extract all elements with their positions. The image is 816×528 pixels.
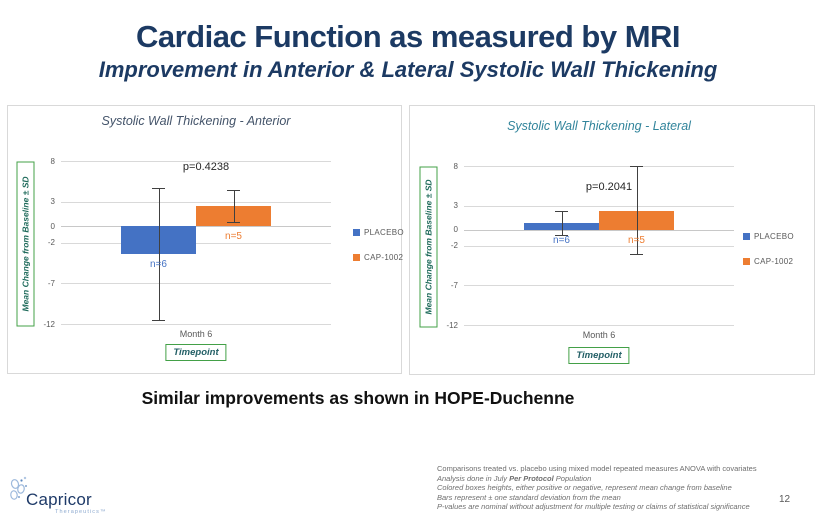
capricor-logo: Capricor Therapeutics™ [6, 476, 136, 526]
y-tick-label: -2 [47, 238, 55, 247]
gridline [464, 166, 734, 167]
y-tick-label: -2 [450, 241, 458, 250]
legend-label: CAP-1002 [754, 257, 794, 266]
y-tick-label: 8 [453, 161, 458, 171]
gridline [464, 285, 734, 287]
p-value-label: p=0.4238 [182, 161, 230, 173]
legend-swatch [743, 233, 750, 240]
chart-title: Systolic Wall Thickening - Anterior [101, 114, 291, 128]
y-tick-label: -12 [43, 319, 55, 329]
capricor-cells-icon [10, 476, 27, 500]
n-count-label: n=5 [225, 231, 242, 243]
error-bar-cap-1002 [636, 166, 638, 255]
slide-subtitle: Improvement in Anterior & Lateral Systol… [98, 57, 718, 82]
y-tick-label: 3 [453, 201, 458, 211]
logo-wordmark: Capricor [26, 490, 92, 509]
gridline [61, 201, 331, 203]
gridline [61, 242, 331, 244]
footnote-line: Bars represent ± one standard deviation … [437, 492, 621, 502]
error-bar-cap-bottom [152, 319, 165, 321]
error-bar-cap-top [227, 190, 240, 192]
n-count-label: n=5 [628, 234, 645, 246]
slide-title: Cardiac Function as measured by MRI [135, 19, 681, 54]
category-label: Month 6 [179, 329, 213, 339]
error-bar-cap-bottom [630, 254, 643, 256]
key-statement: Similar improvements as shown in HOPE-Du… [141, 388, 575, 408]
footnote-line: Colored boxes heights, either positive o… [437, 483, 732, 493]
y-tick-label: -12 [446, 320, 458, 330]
x-axis-title-box: Timepoint [568, 347, 630, 364]
legend-item-placebo: PLACEBO [353, 228, 404, 237]
gridline [61, 161, 331, 162]
legend-swatch [743, 258, 750, 265]
error-bar-placebo [561, 211, 563, 236]
y-tick-label: 3 [50, 197, 55, 207]
error-bar-cap-bottom [555, 235, 568, 237]
n-count-label: n=6 [553, 234, 570, 246]
footnote-line: P-values are nominal without adjustment … [437, 502, 750, 512]
gridline [61, 324, 331, 325]
logo-tagline: Therapeutics™ [55, 509, 107, 515]
chart-title: Systolic Wall Thickening - Lateral [507, 119, 691, 133]
category-label: Month 6 [582, 330, 616, 340]
gridline [464, 229, 734, 231]
footnote-line: Comparisons treated vs. placebo using mi… [437, 464, 757, 473]
y-tick-label: 8 [50, 156, 55, 166]
page-number: 12 [779, 494, 791, 505]
footnote-line: Analysis done in July Per Protocol Popul… [437, 473, 592, 483]
n-count-label: n=6 [150, 258, 167, 270]
y-tick-label: -7 [47, 278, 55, 288]
error-bar-cap-bottom [227, 222, 240, 224]
legend-item-placebo: PLACEBO [743, 232, 794, 241]
legend-swatch [353, 254, 360, 261]
gridline [464, 325, 734, 326]
y-tick-label: 0 [50, 221, 55, 231]
legend-swatch [353, 229, 360, 236]
legend-item-cap-1002: CAP-1002 [743, 257, 793, 266]
gridline [464, 245, 734, 247]
gridline [464, 205, 734, 207]
legend-item-cap-1002: CAP-1002 [353, 253, 403, 262]
y-tick-label: -7 [450, 280, 458, 290]
footnotes: Comparisons treated vs. placebo using mi… [437, 464, 769, 512]
error-bar-cap-1002 [233, 190, 235, 223]
legend-label: CAP-1002 [364, 253, 404, 262]
legend-label: PLACEBO [364, 228, 404, 237]
error-bar-cap-top [555, 211, 568, 213]
gridline [61, 226, 331, 228]
p-value-label: p=0.2041 [585, 181, 633, 194]
chart-lateral: Systolic Wall Thickening - Lateral Mean C… [409, 105, 815, 375]
error-bar-placebo [158, 187, 160, 320]
legend-label: PLACEBO [754, 232, 794, 241]
x-axis-title-box: Timepoint [165, 344, 227, 361]
error-bar-cap-top [152, 187, 165, 189]
y-tick-label: 0 [453, 225, 458, 235]
gridline [61, 283, 331, 285]
error-bar-cap-top [630, 166, 643, 167]
chart-anterior: Systolic Wall Thickening - Anterior Mean … [7, 105, 404, 374]
